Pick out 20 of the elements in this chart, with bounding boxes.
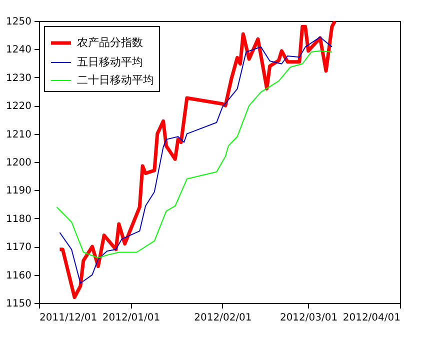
y-tick-label: 1220 bbox=[6, 101, 32, 112]
x-tick-label: 2011/12/01 bbox=[40, 312, 98, 324]
legend-label: 二十日移动平均 bbox=[77, 74, 154, 86]
y-tick-label: 1200 bbox=[6, 158, 32, 168]
y-tick-label: 1250 bbox=[6, 16, 32, 28]
line-series bbox=[56, 50, 332, 258]
legend-label: 农产品分指数 bbox=[77, 36, 143, 49]
y-tick-label: 1150 bbox=[6, 298, 32, 310]
x-tick-label: 2012/01/01 bbox=[102, 312, 160, 324]
y-tick-label: 1160 bbox=[6, 270, 32, 282]
y-tick-label: 1190 bbox=[6, 186, 32, 197]
y-tick-label: 1240 bbox=[6, 44, 32, 56]
x-tick-label: 2012/04/01 bbox=[342, 312, 400, 324]
y-tick-label: 1170 bbox=[6, 242, 32, 254]
x-tick-label: 2012/02/01 bbox=[194, 312, 252, 324]
y-tick-label: 1210 bbox=[6, 129, 32, 140]
legend-label: 五日移动平均 bbox=[77, 56, 143, 68]
y-tick-label: 1180 bbox=[6, 214, 32, 225]
x-tick-label: 2012/03/01 bbox=[280, 312, 338, 324]
y-tick-label: 1230 bbox=[6, 72, 32, 84]
